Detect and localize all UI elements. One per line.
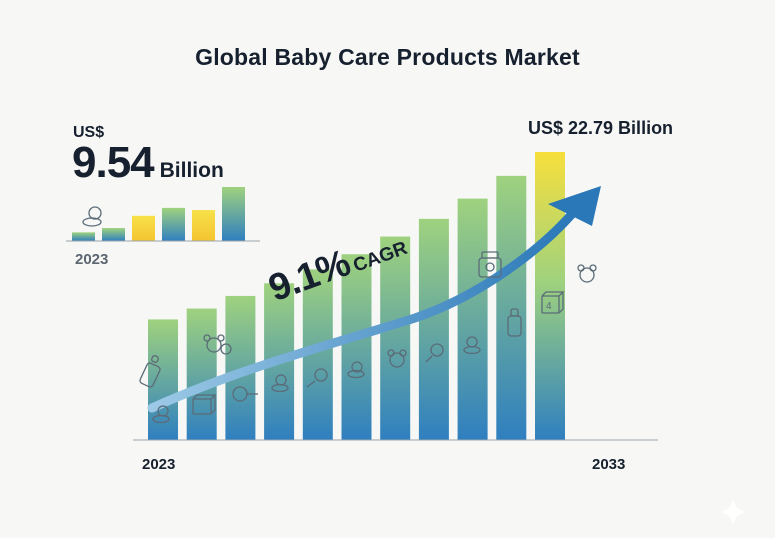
rattle-icon: [232, 386, 258, 402]
end-value-label: US$ 22.79 Billion: [528, 118, 674, 138]
inset-value-row: 9.54 Billion: [72, 138, 224, 188]
svg-text:4: 4: [546, 301, 552, 312]
main-bar: [496, 175, 527, 441]
main-bar: [380, 236, 411, 440]
x-axis-end-label: 2033: [592, 456, 626, 473]
teddy-bear-icon: [387, 349, 407, 368]
chart-title: Global Baby Care Products Market: [195, 44, 580, 70]
inset-bar: [72, 232, 95, 241]
inset-unit: Billion: [159, 159, 224, 182]
inset-year-label: 2023: [75, 251, 109, 268]
inset-bar: [102, 228, 125, 241]
cagr-arrow-shaft: [147, 209, 577, 413]
x-axis-start-label: 2023: [142, 456, 176, 473]
inset-bar: [132, 215, 155, 241]
pacifier-icon: [152, 405, 170, 424]
inset-bar: [192, 210, 215, 241]
pacifier-icon: [463, 336, 481, 355]
main-bar: [457, 198, 488, 440]
cagr-arrow-head: [548, 186, 601, 226]
rattle-icon: [425, 343, 444, 363]
pacifier-icon: [271, 374, 289, 393]
inset-bar: [162, 207, 185, 241]
main-bar: [341, 254, 372, 440]
baby-bottle-icon: [507, 308, 522, 337]
teddy-bear-icon: [203, 334, 232, 355]
sparkle-icon: [721, 500, 745, 524]
pacifier-icon: [82, 206, 102, 227]
pacifier-icon: [347, 361, 365, 379]
inset-value: 9.54: [72, 138, 155, 187]
inset-bar: [222, 187, 245, 241]
baby-bottle-icon: [139, 355, 161, 388]
inset-currency-label: US$: [73, 124, 105, 141]
rattle-icon: [306, 368, 328, 388]
main-bar: [418, 218, 449, 440]
teddy-bear-icon: [577, 264, 597, 283]
building-block-icon: 4: [541, 291, 565, 314]
inset-bar-group: [72, 187, 245, 241]
baby-food-jar-icon: [478, 251, 502, 278]
building-block-icon: [192, 394, 217, 415]
main-bar-group: [148, 151, 565, 441]
main-bar: [186, 308, 217, 440]
